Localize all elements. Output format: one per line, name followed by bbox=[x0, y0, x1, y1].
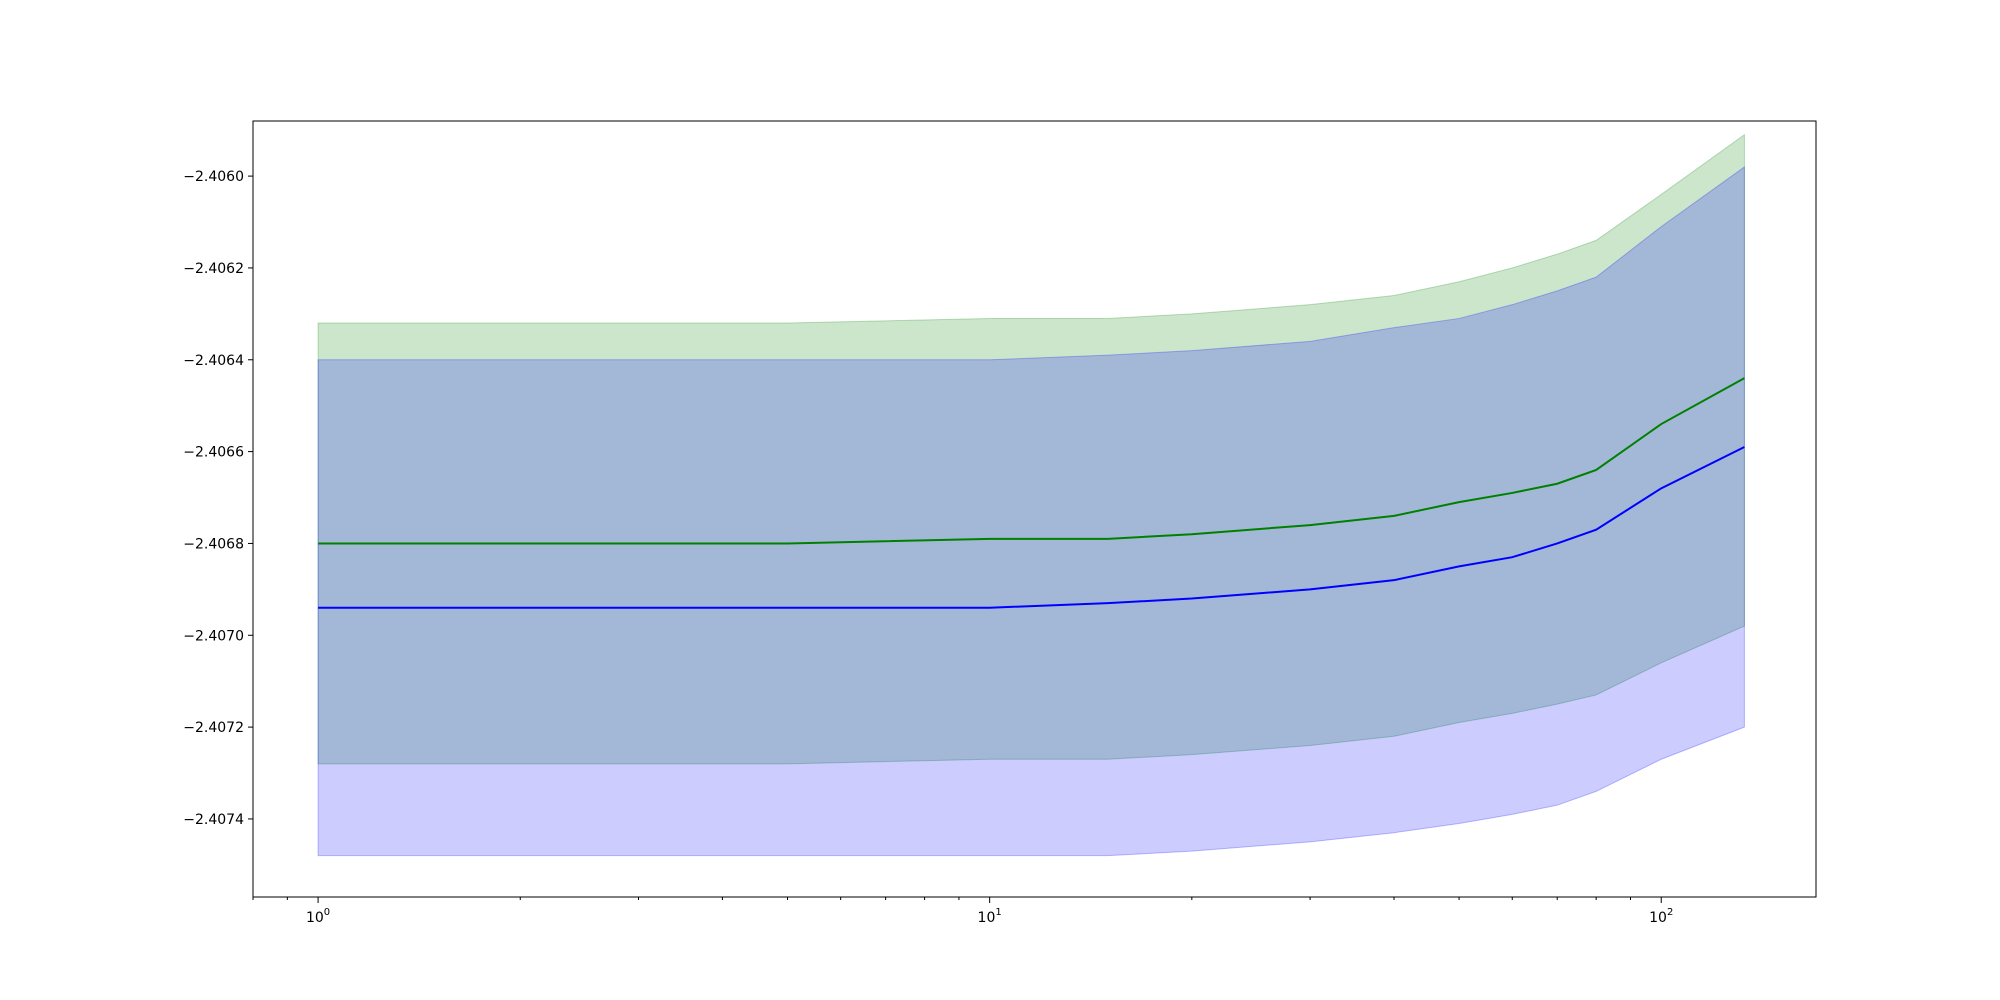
y-tick-label: −2.4060 bbox=[183, 169, 244, 185]
y-axis: −2.4060 −2.4062 −2.4064 −2.4066 −2.4068 −2.40… bbox=[183, 169, 253, 828]
y-tick-label: −2.4064 bbox=[183, 353, 244, 369]
x-tick-label: 102 bbox=[1649, 907, 1673, 926]
y-tick-label: −2.4070 bbox=[183, 628, 244, 644]
x-tick-label: 100 bbox=[306, 907, 330, 926]
series-2-band bbox=[317, 165, 1745, 857]
y-tick-label: −2.4062 bbox=[183, 261, 244, 277]
y-tick-label: −2.4074 bbox=[183, 812, 244, 828]
plot-frame bbox=[252, 120, 1817, 898]
x-tick-label: 101 bbox=[978, 907, 1002, 926]
series-1-band bbox=[317, 133, 1745, 765]
y-tick-label: −2.4068 bbox=[183, 536, 244, 552]
series-2-line bbox=[318, 446, 1745, 609]
y-tick-label: −2.4066 bbox=[183, 445, 244, 461]
series-lines bbox=[318, 377, 1745, 609]
series-1-line bbox=[318, 377, 1745, 545]
confidence-bands bbox=[317, 133, 1745, 857]
y-tick-label: −2.4072 bbox=[183, 720, 244, 736]
x-axis: 100 101 102 bbox=[252, 897, 1673, 926]
